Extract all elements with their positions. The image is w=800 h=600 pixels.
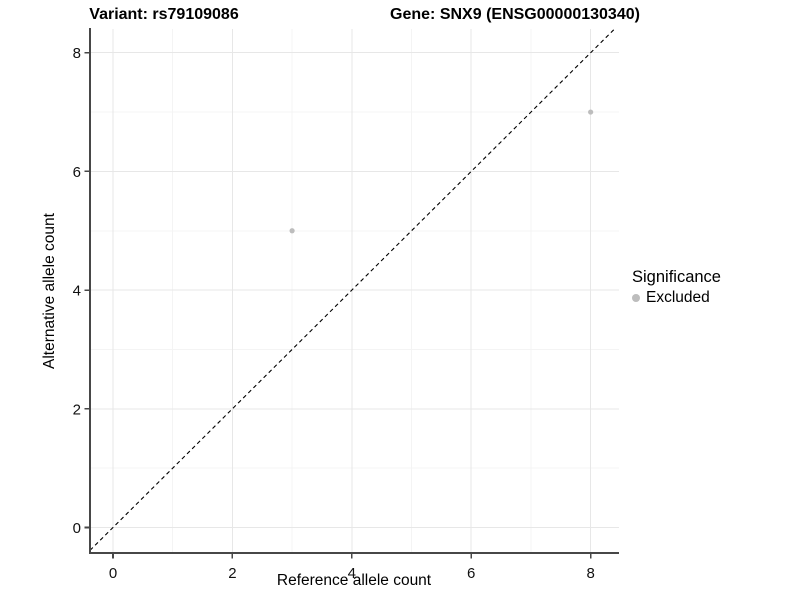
legend: Significance Excluded xyxy=(632,268,721,307)
y-tick-label: 4 xyxy=(73,283,81,300)
data-point xyxy=(289,228,295,234)
y-tick-label: 2 xyxy=(73,401,81,418)
x-tick-label: 6 xyxy=(467,565,475,582)
plot-title-variant: Variant: rs79109086 xyxy=(89,6,239,23)
x-tick-label: 0 xyxy=(109,565,117,582)
y-tick-label: 0 xyxy=(73,520,81,537)
identity-line xyxy=(89,28,615,551)
x-tick-label: 8 xyxy=(586,565,594,582)
legend-point-icon xyxy=(632,294,640,302)
x-tick-label: 2 xyxy=(228,565,236,582)
plot-title-gene: Gene: SNX9 (ENSG00000130340) xyxy=(390,6,640,23)
y-tick-label: 8 xyxy=(73,45,81,62)
legend-entry-label: Excluded xyxy=(646,289,710,306)
data-point xyxy=(588,109,594,115)
x-axis-label: Reference allele count xyxy=(276,572,432,589)
x-tick-label: 4 xyxy=(348,565,356,582)
y-tick-label: 6 xyxy=(73,164,81,181)
plot-titlebar: Variant: rs79109086 Gene: SNX9 (ENSG0000… xyxy=(0,6,800,28)
legend-title: Significance xyxy=(632,268,721,286)
y-axis-label: Alternative allele count xyxy=(41,213,58,369)
legend-entry: Excluded xyxy=(632,289,721,307)
